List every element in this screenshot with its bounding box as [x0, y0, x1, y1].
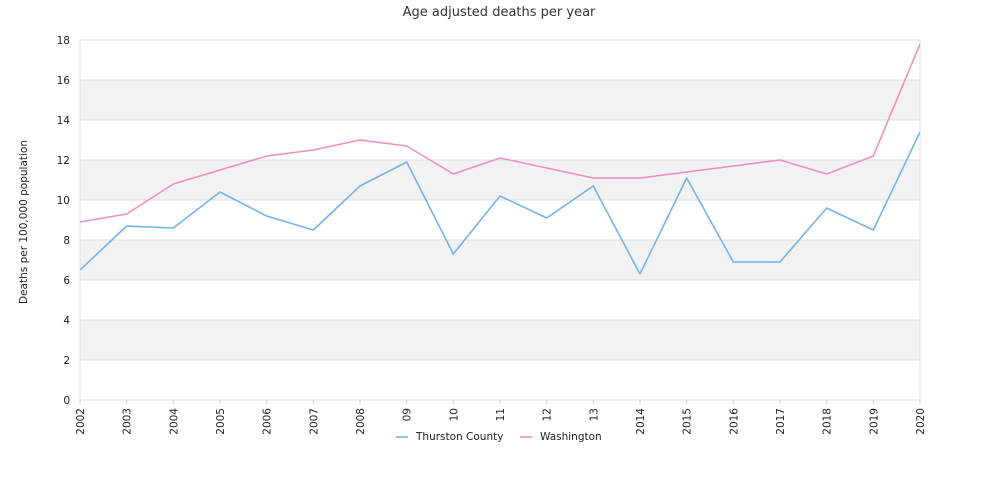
x-tick-label: 2014: [635, 408, 647, 435]
series-line-thurston-county: [79, 131, 921, 275]
y-tick-label: 10: [57, 195, 70, 207]
grid-band: [80, 280, 920, 320]
y-tick-label: 18: [57, 35, 70, 47]
x-tick-label: 2006: [262, 408, 274, 435]
legend-item-thurston-county[interactable]: Thurston County: [396, 431, 503, 443]
series-line-washington: [79, 43, 921, 223]
y-axis-ticks: 0 2 4 6 8 10 12 14 16 18: [57, 35, 71, 407]
x-tick-label: 2017: [775, 408, 787, 435]
grid-band: [80, 120, 920, 160]
x-tick-label: 10: [448, 408, 460, 421]
x-tick-label: 2018: [822, 408, 834, 435]
y-tick-label: 16: [57, 75, 71, 87]
series-lines: [79, 43, 921, 275]
y-tick-label: 0: [63, 395, 70, 407]
x-tick-label: 13: [588, 408, 600, 421]
y-tick-label: 8: [63, 235, 70, 247]
legend-label: Washington: [540, 431, 602, 443]
grid-band: [80, 80, 920, 120]
y-tick-label: 2: [63, 355, 70, 367]
grid-band: [80, 40, 920, 80]
y-tick-label: 4: [63, 315, 70, 327]
x-tick-label: 2008: [355, 408, 367, 435]
grid-bands: [80, 40, 920, 400]
x-tick-label: 2003: [122, 408, 134, 435]
grid-band: [80, 160, 920, 200]
legend-label: Thurston County: [415, 431, 503, 443]
grid-band: [80, 360, 920, 400]
y-tick-label: 14: [57, 115, 71, 127]
x-tick-label: 11: [495, 408, 507, 421]
y-tick-label: 6: [63, 275, 70, 287]
grid-band: [80, 200, 920, 240]
y-axis-label: Deaths per 100,000 population: [18, 140, 30, 304]
x-tick-label: 12: [542, 408, 554, 421]
x-axis-ticks: 2002 2003 2004 2005 2006 2007 2008 09 10 11 12 13 20…: [75, 400, 927, 435]
x-tick-label: 2007: [308, 408, 320, 435]
x-tick-label: 2004: [168, 408, 180, 435]
legend-item-washington[interactable]: Washington: [520, 431, 602, 443]
x-tick-label: 2015: [682, 408, 694, 435]
x-tick-label: 2005: [215, 408, 227, 435]
legend[interactable]: Thurston County Washington: [396, 431, 602, 443]
x-tick-label: 2002: [75, 408, 87, 435]
x-tick-label: 2019: [868, 408, 880, 435]
x-tick-label: 2016: [728, 408, 740, 435]
grid-lines: [79, 39, 921, 401]
y-tick-label: 12: [57, 155, 70, 167]
grid-band: [80, 240, 920, 280]
x-tick-label: 09: [402, 408, 414, 421]
grid-band: [80, 320, 920, 360]
chart-title: Age adjusted deaths per year: [403, 5, 596, 20]
x-tick-label: 2020: [915, 408, 927, 435]
